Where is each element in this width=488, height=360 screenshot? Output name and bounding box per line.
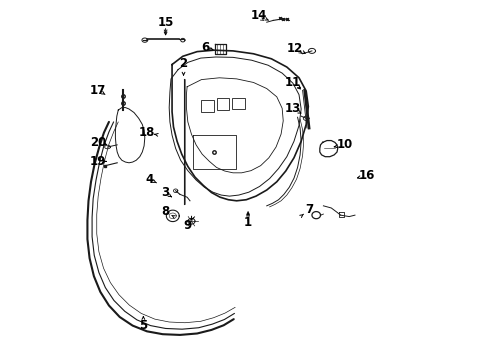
Text: 15: 15	[157, 17, 173, 30]
Text: 11: 11	[285, 76, 301, 89]
Text: 12: 12	[286, 41, 302, 54]
Text: 14: 14	[250, 9, 266, 22]
Text: 7: 7	[305, 203, 313, 216]
Text: 8: 8	[161, 205, 169, 218]
Text: 4: 4	[145, 173, 153, 186]
Text: 5: 5	[139, 319, 147, 332]
Text: 17: 17	[90, 84, 106, 97]
Text: 1: 1	[244, 216, 252, 229]
Text: 20: 20	[90, 136, 106, 149]
Text: 3: 3	[161, 186, 169, 199]
Text: 9: 9	[183, 219, 191, 233]
Text: 10: 10	[336, 138, 352, 151]
Text: 2: 2	[179, 57, 187, 70]
Text: 13: 13	[285, 103, 301, 116]
Text: 18: 18	[139, 126, 155, 139]
Text: 16: 16	[358, 169, 374, 182]
Text: 6: 6	[201, 41, 209, 54]
Text: 19: 19	[90, 155, 106, 168]
